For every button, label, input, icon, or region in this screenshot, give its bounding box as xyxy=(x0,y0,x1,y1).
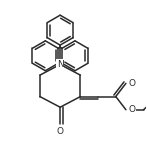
Text: O: O xyxy=(57,127,64,136)
Text: O: O xyxy=(129,79,136,88)
Text: O: O xyxy=(129,105,136,114)
Text: N: N xyxy=(57,60,64,69)
